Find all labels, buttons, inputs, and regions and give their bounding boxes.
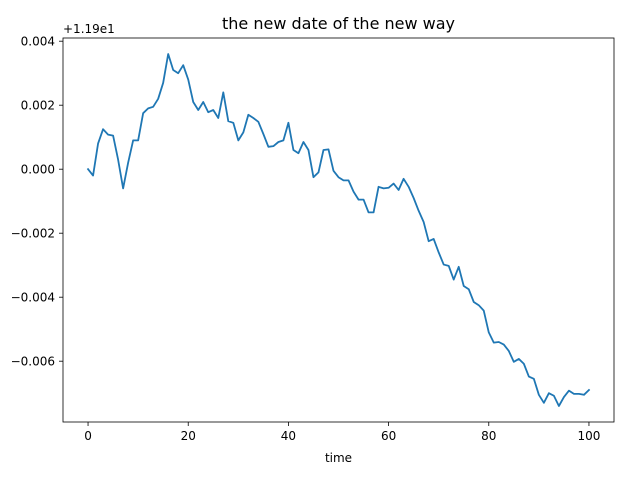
x-tick-label: 60	[381, 429, 396, 443]
axes-frame	[62, 37, 615, 423]
chart-title: the new date of the new way	[222, 14, 455, 33]
y-tick-label: 0.002	[21, 99, 55, 113]
y-tick-label: −0.004	[11, 291, 55, 305]
x-tick-label: 100	[578, 429, 601, 443]
y-axis: −0.006 −0.004 −0.002 0.000 0.002 0.004	[11, 35, 63, 369]
y-tick-label: 0.000	[21, 163, 55, 177]
x-axis-label: time	[325, 451, 352, 465]
y-tick-label: 0.004	[21, 35, 55, 49]
y-tick-label: −0.006	[11, 355, 55, 369]
x-tick-label: 20	[181, 429, 196, 443]
x-tick-label: 80	[481, 429, 496, 443]
y-tick-label: −0.002	[11, 227, 55, 241]
x-tick-label: 0	[84, 429, 92, 443]
plot-area	[86, 53, 591, 407]
x-axis: 0 20 40 60 80 100	[84, 422, 600, 443]
y-offset-label: +1.19e1	[63, 22, 115, 36]
x-tick-label: 40	[281, 429, 296, 443]
series-line	[86, 53, 591, 407]
